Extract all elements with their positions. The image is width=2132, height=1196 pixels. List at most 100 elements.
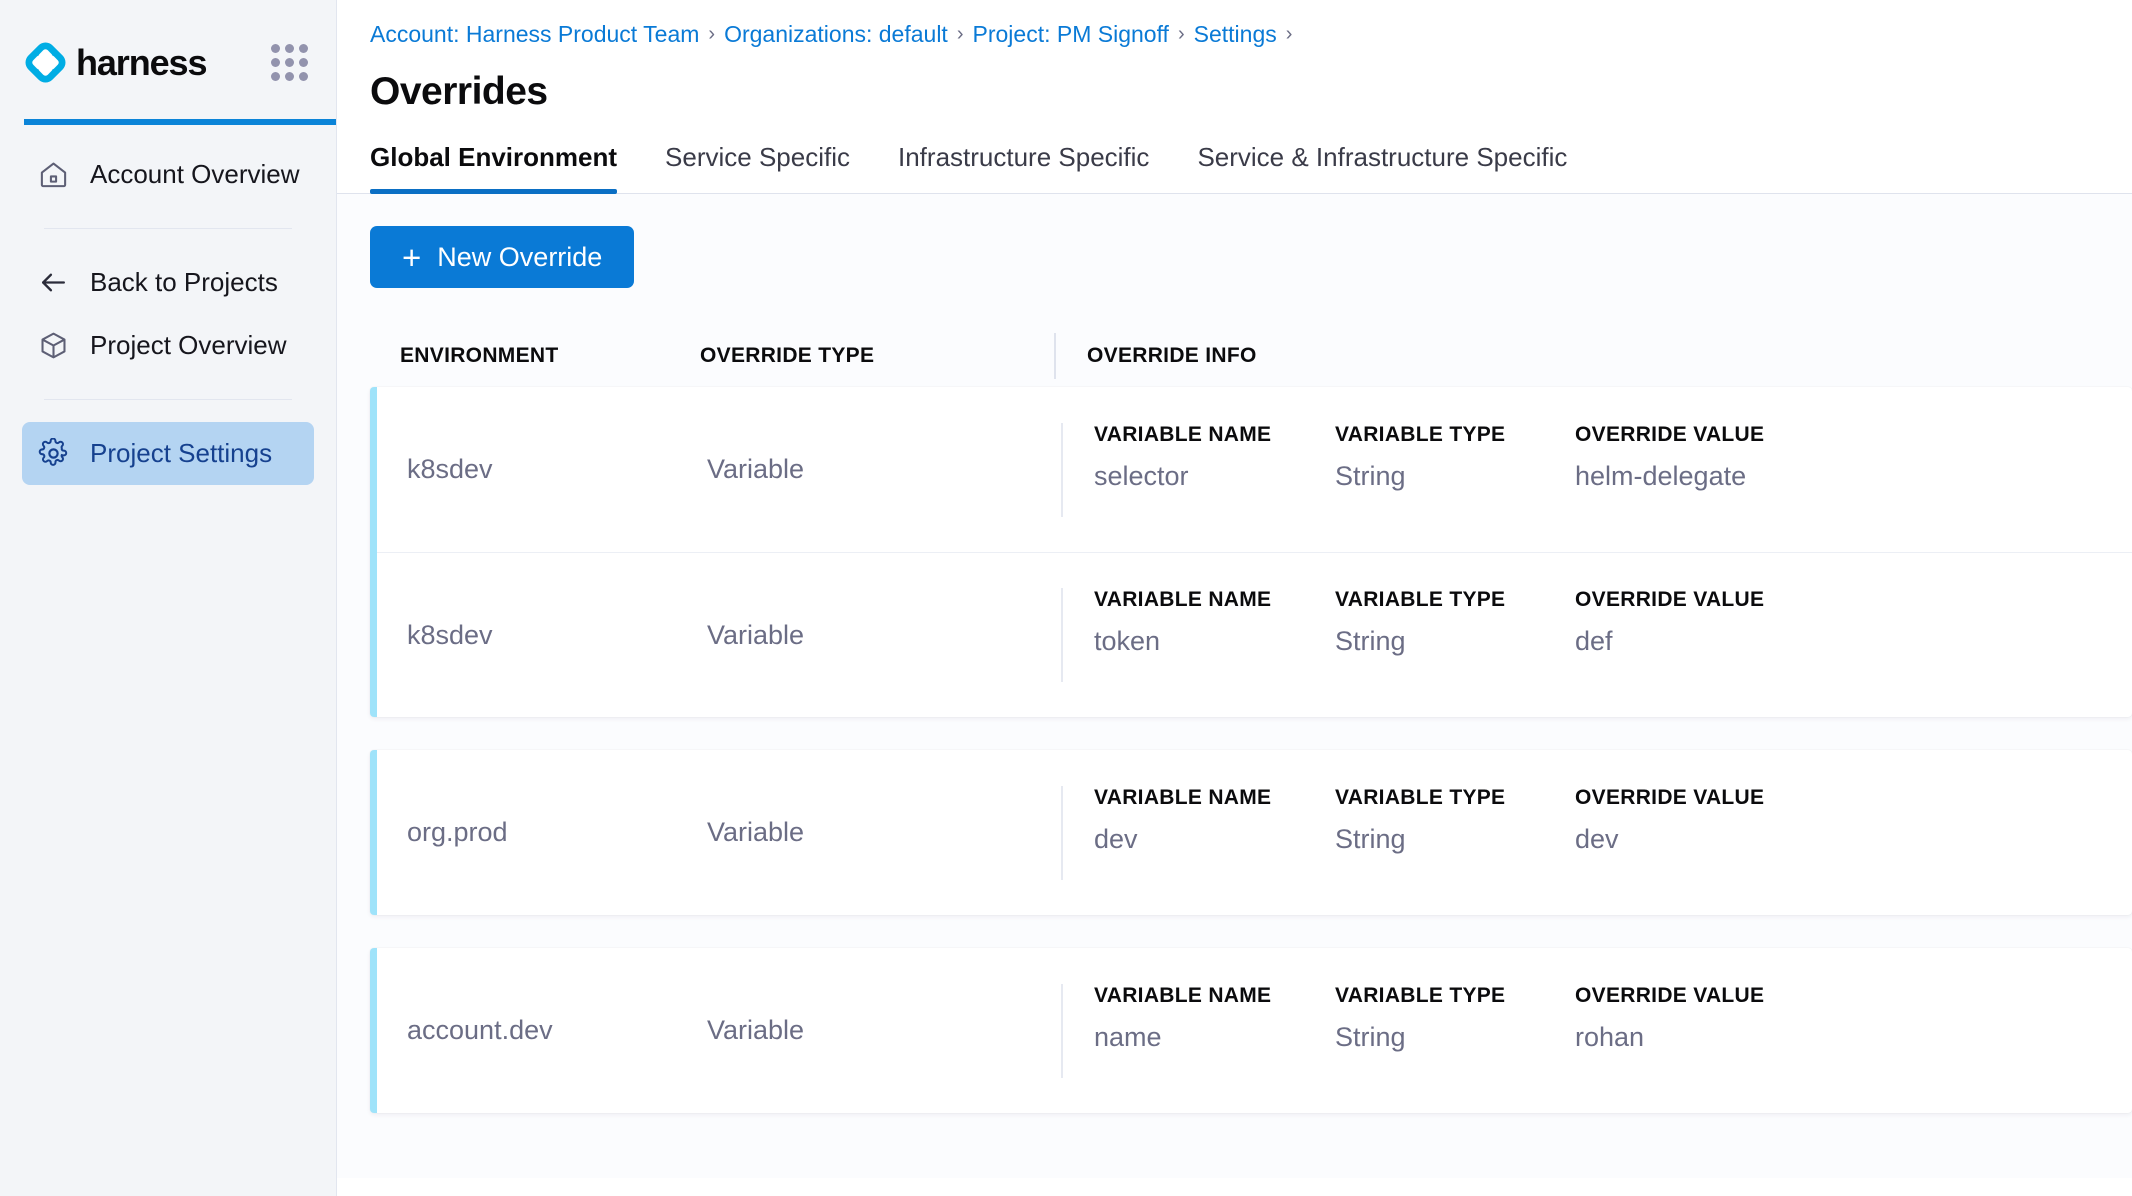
main-content: Account: Harness Product Team › Organiza… xyxy=(337,0,2132,1196)
chevron-right-icon: › xyxy=(956,22,964,45)
apps-dot xyxy=(299,72,308,81)
sidebar-item-back-to-projects[interactable]: Back to Projects xyxy=(22,251,314,314)
cell-override-type: Variable xyxy=(707,1015,805,1045)
table-row[interactable]: k8sdev Variable VARIABLE NAME token VARI… xyxy=(370,552,2132,717)
tab-service-and-infrastructure-specific[interactable]: Service & Infrastructure Specific xyxy=(1197,142,1568,172)
sidebar-item-label: Project Overview xyxy=(90,330,287,360)
sidebar-item-account-overview[interactable]: Account Overview xyxy=(22,143,314,206)
brand[interactable]: harness xyxy=(24,41,207,84)
field-label: VARIABLE TYPE xyxy=(1335,588,1506,611)
table-row[interactable]: k8sdev Variable VARIABLE NAME selector V… xyxy=(370,387,2132,552)
field-variable-type: VARIABLE TYPE String xyxy=(1335,984,1575,1053)
field-label: VARIABLE NAME xyxy=(1094,588,1272,611)
column-header-override-type: OVERRIDE TYPE xyxy=(700,344,875,367)
card-accent-bar xyxy=(370,948,377,1113)
apps-dot xyxy=(285,72,294,81)
brand-underline xyxy=(24,119,336,125)
sidebar-item-project-settings[interactable]: Project Settings xyxy=(22,422,314,485)
breadcrumb-item-account[interactable]: Account: Harness Product Team xyxy=(370,20,700,47)
sidebar: harness Account Overview xyxy=(0,0,337,1196)
cell-environment: k8sdev xyxy=(407,619,493,650)
override-card[interactable]: account.dev Variable VARIABLE NAME name … xyxy=(370,948,2132,1113)
table-row[interactable]: org.prod Variable VARIABLE NAME dev VARI… xyxy=(370,750,2132,915)
overrides-panel: + New Override ENVIRONMENT OVERRIDE TYPE… xyxy=(337,194,2132,1178)
field-label: VARIABLE TYPE xyxy=(1335,983,1506,1007)
apps-dot xyxy=(299,44,308,53)
tab-infrastructure-specific[interactable]: Infrastructure Specific xyxy=(898,142,1150,172)
field-variable-type: VARIABLE TYPE String xyxy=(1335,786,1575,855)
apps-dot xyxy=(271,44,280,53)
tab-service-specific[interactable]: Service Specific xyxy=(665,142,850,172)
field-value: token xyxy=(1094,626,1161,656)
tab-bar: Global Environment Service Specific Infr… xyxy=(337,142,2132,194)
field-label: VARIABLE NAME xyxy=(1094,785,1272,809)
breadcrumb: Account: Harness Product Team › Organiza… xyxy=(370,14,2132,54)
cell-environment: org.prod xyxy=(407,817,508,847)
cell-override-info: VARIABLE NAME selector VARIABLE TYPE Str… xyxy=(1061,422,2132,517)
overrides-list: k8sdev Variable VARIABLE NAME selector V… xyxy=(337,387,2132,1113)
plus-icon: + xyxy=(402,238,422,276)
cell-override-info: VARIABLE NAME token VARIABLE TYPE String… xyxy=(1061,588,2132,682)
field-variable-type: VARIABLE TYPE String xyxy=(1335,588,1575,657)
column-header-override-info: OVERRIDE INFO xyxy=(1054,333,1257,379)
field-override-value: OVERRIDE VALUE rohan xyxy=(1575,984,1875,1053)
field-variable-name: VARIABLE NAME name xyxy=(1094,984,1335,1053)
tab-global-environment[interactable]: Global Environment xyxy=(370,142,641,194)
cell-environment: k8sdev xyxy=(407,454,493,484)
field-label: VARIABLE NAME xyxy=(1094,422,1272,446)
field-variable-type: VARIABLE TYPE String xyxy=(1335,423,1575,492)
field-label: OVERRIDE VALUE xyxy=(1575,983,1765,1007)
field-variable-name: VARIABLE NAME token xyxy=(1094,588,1335,657)
cell-environment: account.dev xyxy=(407,1015,553,1045)
apps-dot xyxy=(299,58,308,67)
arrow-left-icon xyxy=(36,266,70,300)
field-override-value: OVERRIDE VALUE helm-delegate xyxy=(1575,423,1875,492)
sidebar-item-project-overview[interactable]: Project Overview xyxy=(22,314,314,377)
sidebar-header: harness xyxy=(0,0,336,125)
sidebar-item-label: Project Settings xyxy=(90,438,273,468)
apps-dot xyxy=(271,58,280,67)
breadcrumb-item-project[interactable]: Project: PM Signoff xyxy=(972,20,1169,47)
breadcrumb-item-organization[interactable]: Organizations: default xyxy=(724,20,948,47)
cell-override-type: Variable xyxy=(707,619,805,650)
apps-dot xyxy=(285,44,294,53)
field-label: OVERRIDE VALUE xyxy=(1575,422,1765,446)
field-label: VARIABLE NAME xyxy=(1094,983,1272,1007)
field-label: OVERRIDE VALUE xyxy=(1575,588,1765,611)
sidebar-divider xyxy=(44,399,292,400)
field-override-value: OVERRIDE VALUE dev xyxy=(1575,786,1875,855)
field-value: String xyxy=(1335,823,1406,854)
apps-dot xyxy=(285,58,294,67)
field-value: String xyxy=(1335,626,1406,656)
field-value: dev xyxy=(1094,823,1138,854)
cell-override-info: VARIABLE NAME name VARIABLE TYPE String … xyxy=(1061,983,2132,1078)
breadcrumb-item-settings[interactable]: Settings xyxy=(1193,20,1277,47)
cell-override-type: Variable xyxy=(707,817,805,847)
cell-override-type: Variable xyxy=(707,454,805,484)
chevron-right-icon: › xyxy=(1177,22,1185,45)
new-override-button[interactable]: + New Override xyxy=(370,226,635,288)
cell-override-info: VARIABLE NAME dev VARIABLE TYPE String O… xyxy=(1061,785,2132,880)
chevron-right-icon: › xyxy=(1285,22,1293,45)
gear-icon xyxy=(36,437,70,471)
toolbar: + New Override xyxy=(337,194,2132,288)
new-override-label: New Override xyxy=(437,241,603,272)
table-header-row: ENVIRONMENT OVERRIDE TYPE OVERRIDE INFO xyxy=(337,325,2132,387)
override-card[interactable]: org.prod Variable VARIABLE NAME dev VARI… xyxy=(370,750,2132,915)
table-row[interactable]: account.dev Variable VARIABLE NAME name … xyxy=(370,948,2132,1113)
field-value: String xyxy=(1335,1021,1406,1052)
sidebar-nav: Account Overview Back to Projects xyxy=(0,125,336,485)
sidebar-divider xyxy=(44,228,292,229)
field-value: String xyxy=(1335,460,1406,491)
harness-diamond-logo-icon xyxy=(24,41,67,84)
field-value: selector xyxy=(1094,460,1189,491)
field-value: dev xyxy=(1575,823,1619,854)
sidebar-item-label: Back to Projects xyxy=(90,267,278,297)
brand-name: harness xyxy=(76,41,207,83)
override-card[interactable]: k8sdev Variable VARIABLE NAME selector V… xyxy=(370,387,2132,717)
field-variable-name: VARIABLE NAME dev xyxy=(1094,786,1335,855)
column-header-environment: ENVIRONMENT xyxy=(400,344,559,367)
card-accent-bar xyxy=(370,750,377,915)
apps-grid-icon[interactable] xyxy=(271,44,308,81)
